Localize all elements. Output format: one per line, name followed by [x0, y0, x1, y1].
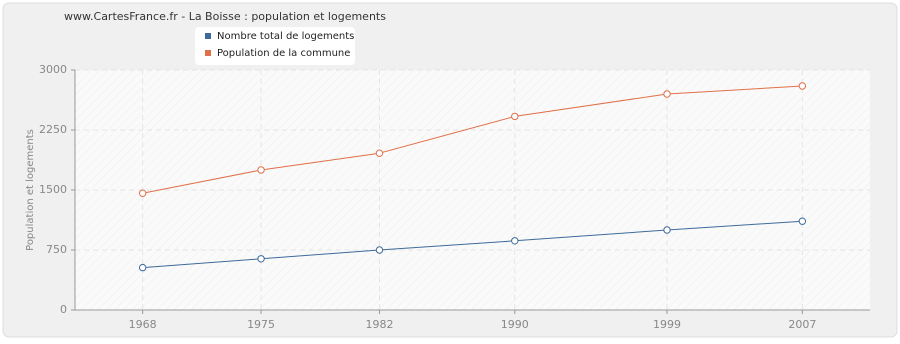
- point: [375, 246, 384, 254]
- point: [663, 226, 671, 234]
- point: [375, 149, 384, 157]
- y-tick-label: 750: [46, 243, 67, 256]
- point: [257, 166, 265, 174]
- series-line: [142, 220, 803, 269]
- point: [511, 112, 519, 121]
- chart-title: www.CartesFrance.fr - La Boisse : popula…: [64, 10, 386, 23]
- x-tick-label: 1968: [129, 318, 157, 331]
- y-tick-label: 2250: [39, 123, 67, 136]
- x-tick-label: 1999: [653, 318, 681, 331]
- point: [138, 189, 147, 197]
- point: [798, 217, 807, 225]
- x-tick-label: 1975: [247, 318, 275, 331]
- point: [257, 255, 265, 263]
- legend: [195, 27, 355, 65]
- x-tick-label: 2007: [788, 318, 816, 331]
- point: [511, 237, 519, 245]
- legend-swatch: [205, 50, 211, 56]
- series-line: [142, 85, 803, 194]
- x-tick-label: 1990: [501, 318, 529, 331]
- y-tick-label: 3000: [39, 63, 67, 76]
- point: [138, 263, 147, 272]
- point: [798, 82, 807, 90]
- point: [663, 90, 671, 98]
- y-tick-label: 0: [60, 303, 67, 316]
- legend-swatch: [205, 33, 211, 39]
- legend-label: Population de la commune: [217, 48, 350, 59]
- x-tick-label: 1982: [365, 318, 393, 331]
- legend-label: Nombre total de logements: [217, 31, 354, 42]
- y-tick-label: 1500: [39, 183, 67, 196]
- y-axis-label: Population et logements: [25, 129, 36, 251]
